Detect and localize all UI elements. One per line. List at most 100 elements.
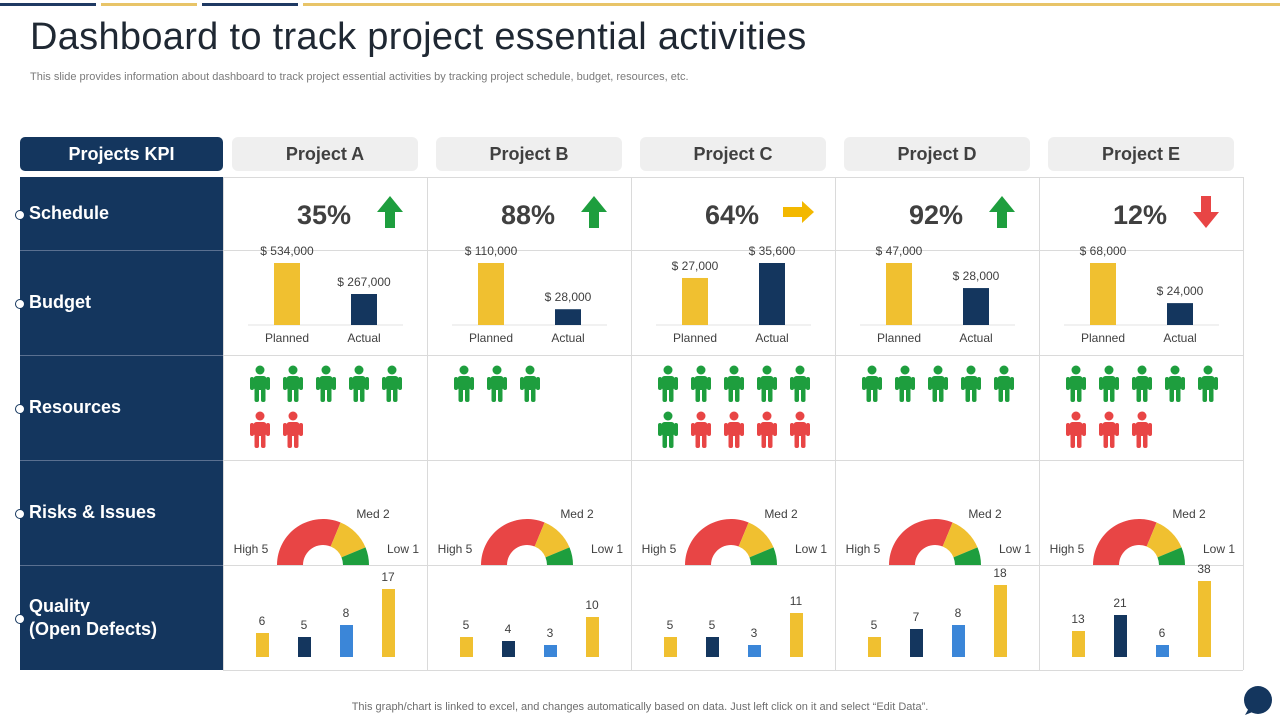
quality-bar	[256, 633, 269, 657]
schedule-value: 35%	[297, 200, 351, 230]
budget-category-label: Planned	[673, 331, 717, 345]
person-icon	[994, 365, 1014, 402]
budget-value-label: $ 534,000	[260, 244, 314, 258]
person-icon	[928, 365, 948, 402]
risk-segment	[277, 518, 341, 565]
top-accent-bar-1	[0, 3, 96, 6]
project-header: Project D	[844, 137, 1030, 171]
person-icon	[1132, 365, 1152, 402]
risk-segment	[942, 522, 978, 558]
page-title: Dashboard to track project essential act…	[30, 16, 807, 58]
person-icon	[520, 365, 540, 402]
risk-segment	[749, 547, 777, 565]
schedule-value: 88%	[501, 200, 555, 230]
quality-value-label: 10	[585, 598, 599, 612]
quality-value-label: 8	[343, 606, 350, 620]
person-icon	[250, 365, 270, 402]
footnote: This graph/chart is linked to excel, and…	[351, 701, 929, 713]
quality-bar	[1198, 581, 1211, 657]
risk-label-high: High 5	[438, 542, 473, 556]
budget-value-label: $ 68,000	[1080, 244, 1127, 258]
risk-segment	[341, 547, 369, 565]
person-icon	[862, 365, 882, 402]
quality-bar	[790, 613, 803, 657]
budget-bar	[886, 263, 912, 325]
risk-label-med: Med 2	[764, 507, 798, 521]
schedule-value: 64%	[705, 200, 759, 230]
quality-value-label: 18	[993, 566, 1007, 580]
person-icon	[382, 365, 402, 402]
person-icon	[724, 411, 744, 448]
risk-label-low: Low 1	[1203, 542, 1235, 556]
project-header: Project B	[436, 137, 622, 171]
risk-label-high: High 5	[846, 542, 881, 556]
quality-bar	[910, 629, 923, 657]
risk-label-low: Low 1	[591, 542, 623, 556]
quality-bar	[952, 625, 965, 657]
risk-label-low: Low 1	[795, 542, 827, 556]
top-accent-bar-2	[101, 3, 197, 6]
quality-bar	[706, 637, 719, 657]
person-icon	[961, 365, 981, 402]
budget-bar	[274, 263, 300, 325]
budget-category-label: Actual	[755, 331, 788, 345]
person-icon	[1132, 411, 1152, 448]
quality-bar	[340, 625, 353, 657]
chat-bubble-icon[interactable]	[1243, 686, 1273, 716]
arrow-up-icon	[989, 196, 1015, 228]
arrow-up-icon	[581, 196, 607, 228]
person-icon	[790, 365, 810, 402]
person-icon	[1099, 411, 1119, 448]
quality-bar	[586, 617, 599, 657]
risk-segment	[330, 522, 366, 558]
budget-category-label: Planned	[469, 331, 513, 345]
person-icon	[1165, 365, 1185, 402]
risk-segment	[545, 547, 573, 565]
quality-bar	[1072, 631, 1085, 657]
quality-value-label: 6	[1159, 626, 1166, 640]
quality-value-label: 17	[381, 570, 395, 584]
person-icon	[658, 365, 678, 402]
person-icon	[283, 365, 303, 402]
quality-bar	[664, 637, 677, 657]
quality-value-label: 5	[667, 618, 674, 632]
risk-label-low: Low 1	[999, 542, 1031, 556]
budget-category-label: Planned	[877, 331, 921, 345]
quality-value-label: 38	[1197, 562, 1211, 576]
budget-bar	[1090, 263, 1116, 325]
quality-bar	[868, 637, 881, 657]
risk-label-high: High 5	[1050, 542, 1085, 556]
risk-segment	[1146, 522, 1182, 558]
risk-segment	[889, 519, 953, 565]
risk-label-high: High 5	[642, 542, 677, 556]
person-icon	[487, 365, 507, 402]
kpi-label-column: Schedule Budget Resources Risks & Issues…	[15, 177, 223, 670]
quality-bar	[1156, 645, 1169, 657]
budget-bar	[1167, 303, 1193, 325]
quality-bar	[502, 641, 515, 657]
risk-label-med: Med 2	[560, 507, 594, 521]
quality-value-label: 3	[751, 626, 758, 640]
quality-value-label: 5	[709, 618, 716, 632]
person-icon	[1198, 365, 1218, 402]
arrow-up-icon	[377, 196, 403, 228]
budget-bar	[963, 288, 989, 325]
quality-value-label: 5	[871, 618, 878, 632]
risk-segment	[481, 519, 545, 565]
quality-value-label: 11	[790, 594, 803, 608]
schedule-value: 92%	[909, 200, 963, 230]
person-icon	[1099, 365, 1119, 402]
risk-label-med: Med 2	[1172, 507, 1206, 521]
quality-value-label: 4	[505, 622, 512, 636]
budget-value-label: $ 110,000	[465, 244, 518, 258]
person-icon	[1066, 411, 1086, 448]
risk-label-med: Med 2	[356, 507, 390, 521]
quality-value-label: 3	[547, 626, 554, 640]
quality-value-label: 13	[1071, 612, 1085, 626]
arrow-down-icon	[1193, 196, 1219, 228]
budget-category-label: Actual	[1163, 331, 1196, 345]
top-accent-bar-4	[303, 3, 1280, 6]
quality-bar	[544, 645, 557, 657]
budget-bar	[478, 263, 504, 325]
